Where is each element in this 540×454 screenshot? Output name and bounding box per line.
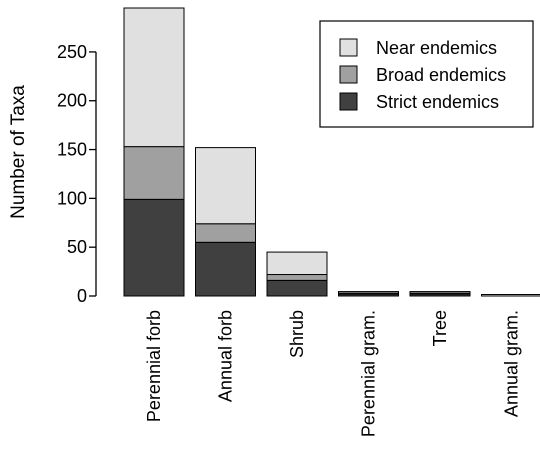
legend: Near endemics Broad endemics Strict endemi…	[319, 20, 534, 128]
bar-segment-near-endemics	[266, 251, 328, 276]
bar-segment-broad-endemics	[266, 274, 328, 281]
legend-label: Broad endemics	[376, 65, 506, 85]
bar-segment-strict-endemics	[123, 198, 185, 297]
bar-segment-broad-endemics	[123, 146, 185, 200]
x-tick-label: Shrub	[287, 310, 307, 358]
y-tick-label: 150	[57, 140, 87, 160]
y-tick-label: 50	[67, 237, 87, 257]
bar-segment-near-endemics	[481, 294, 540, 297]
legend-swatch	[339, 38, 358, 57]
x-tick-label: Annual forb	[216, 310, 236, 402]
bar-segment-near-endemics	[338, 291, 399, 294]
bar-segment-near-endemics	[123, 7, 185, 148]
bar-segment-strict-endemics	[195, 241, 256, 297]
y-tick-label: 250	[57, 42, 87, 62]
legend-label: Near endemics	[376, 38, 497, 58]
legend-label: Strict endemics	[376, 92, 499, 112]
bars	[123, 7, 540, 297]
y-tick-label: 0	[77, 286, 87, 306]
x-tick-label: Perennial gram.	[359, 310, 379, 437]
bar-segment-strict-endemics	[266, 279, 328, 297]
x-axis-labels: Perennial forb Annual forb Shrub Perennial …	[144, 310, 522, 437]
legend-swatch	[339, 92, 358, 111]
y-tick-label: 200	[57, 91, 87, 111]
bar-segment-near-endemics	[409, 291, 471, 294]
bar-segment-broad-endemics	[195, 223, 256, 243]
y-axis: 0 50 100 150 200 250	[57, 42, 97, 306]
bar-segment-near-endemics	[195, 147, 256, 225]
y-tick-label: 100	[57, 188, 87, 208]
y-axis-title: Number of Taxa	[8, 85, 29, 219]
legend-swatch	[339, 65, 358, 84]
x-tick-label: Perennial forb	[144, 310, 164, 422]
x-tick-label: Annual gram.	[502, 310, 522, 417]
x-tick-label: Tree	[430, 310, 450, 346]
